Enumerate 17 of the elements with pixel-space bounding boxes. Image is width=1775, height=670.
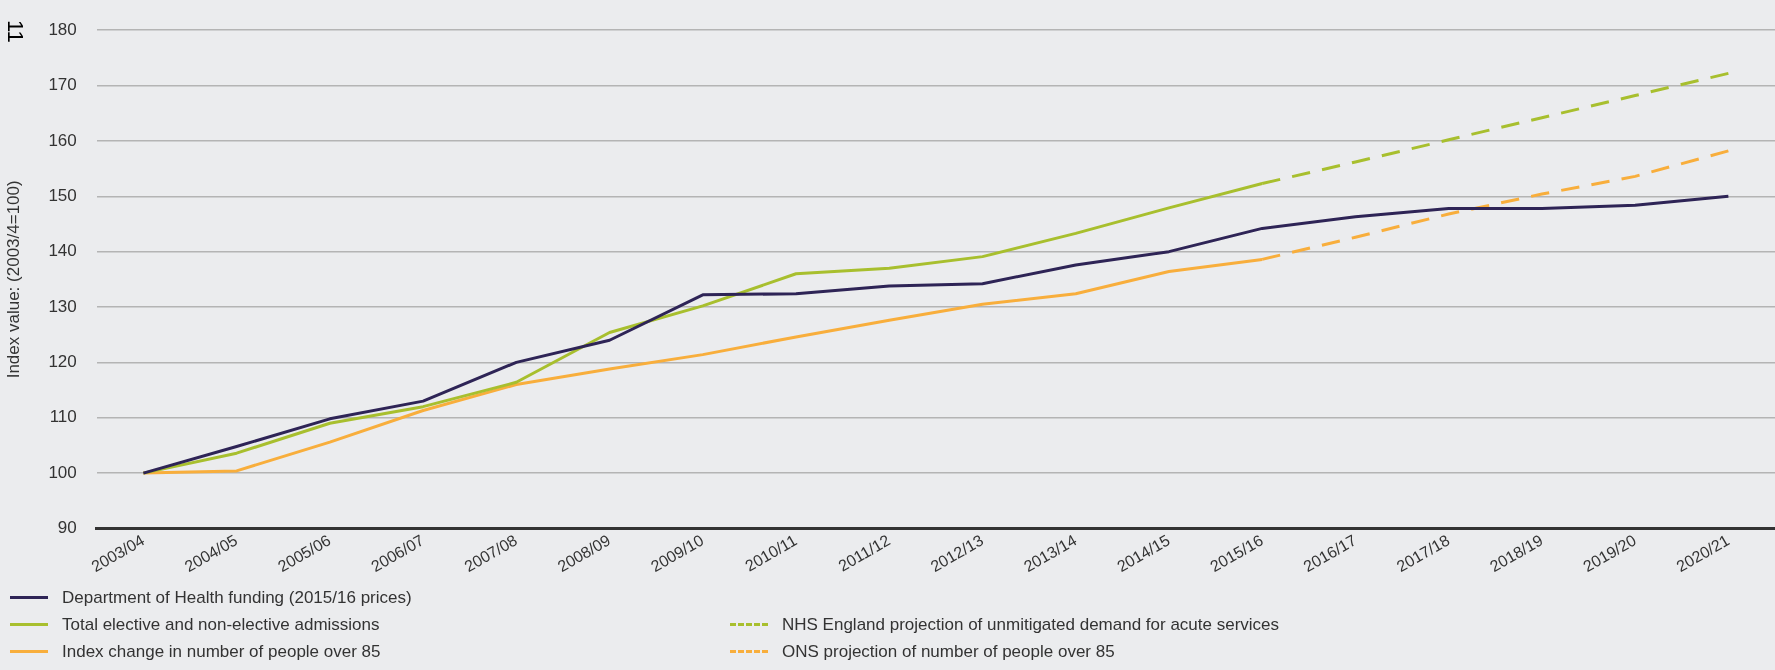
legend-label: Index change in number of people over 85	[62, 641, 381, 662]
y-tick-label: 180	[48, 19, 77, 39]
y-tick-label: 90	[57, 518, 77, 538]
legend-label: Total elective and non-elective admissions	[62, 614, 380, 635]
y-tick-label: 170	[48, 75, 77, 95]
y-tick-label: 160	[48, 130, 77, 150]
legend-label: NHS England projection of unmitigated demand for acute services	[782, 614, 1280, 635]
y-tick-label: 120	[48, 352, 77, 372]
text: 11	[2, 20, 28, 43]
y-tick-label: 140	[48, 241, 77, 261]
legend-label: ONS projection of number of people over 85	[782, 641, 1115, 662]
y-tick-label: 110	[49, 407, 77, 427]
legend-label: Department of Health funding (2015/16 prices)	[62, 587, 412, 608]
y-axis-title: Index value: (2003/4=100)	[3, 180, 23, 379]
y-tick-label: 150	[48, 185, 77, 205]
y-tick-label: 100	[48, 462, 77, 482]
y-tick-label: 130	[48, 296, 77, 316]
